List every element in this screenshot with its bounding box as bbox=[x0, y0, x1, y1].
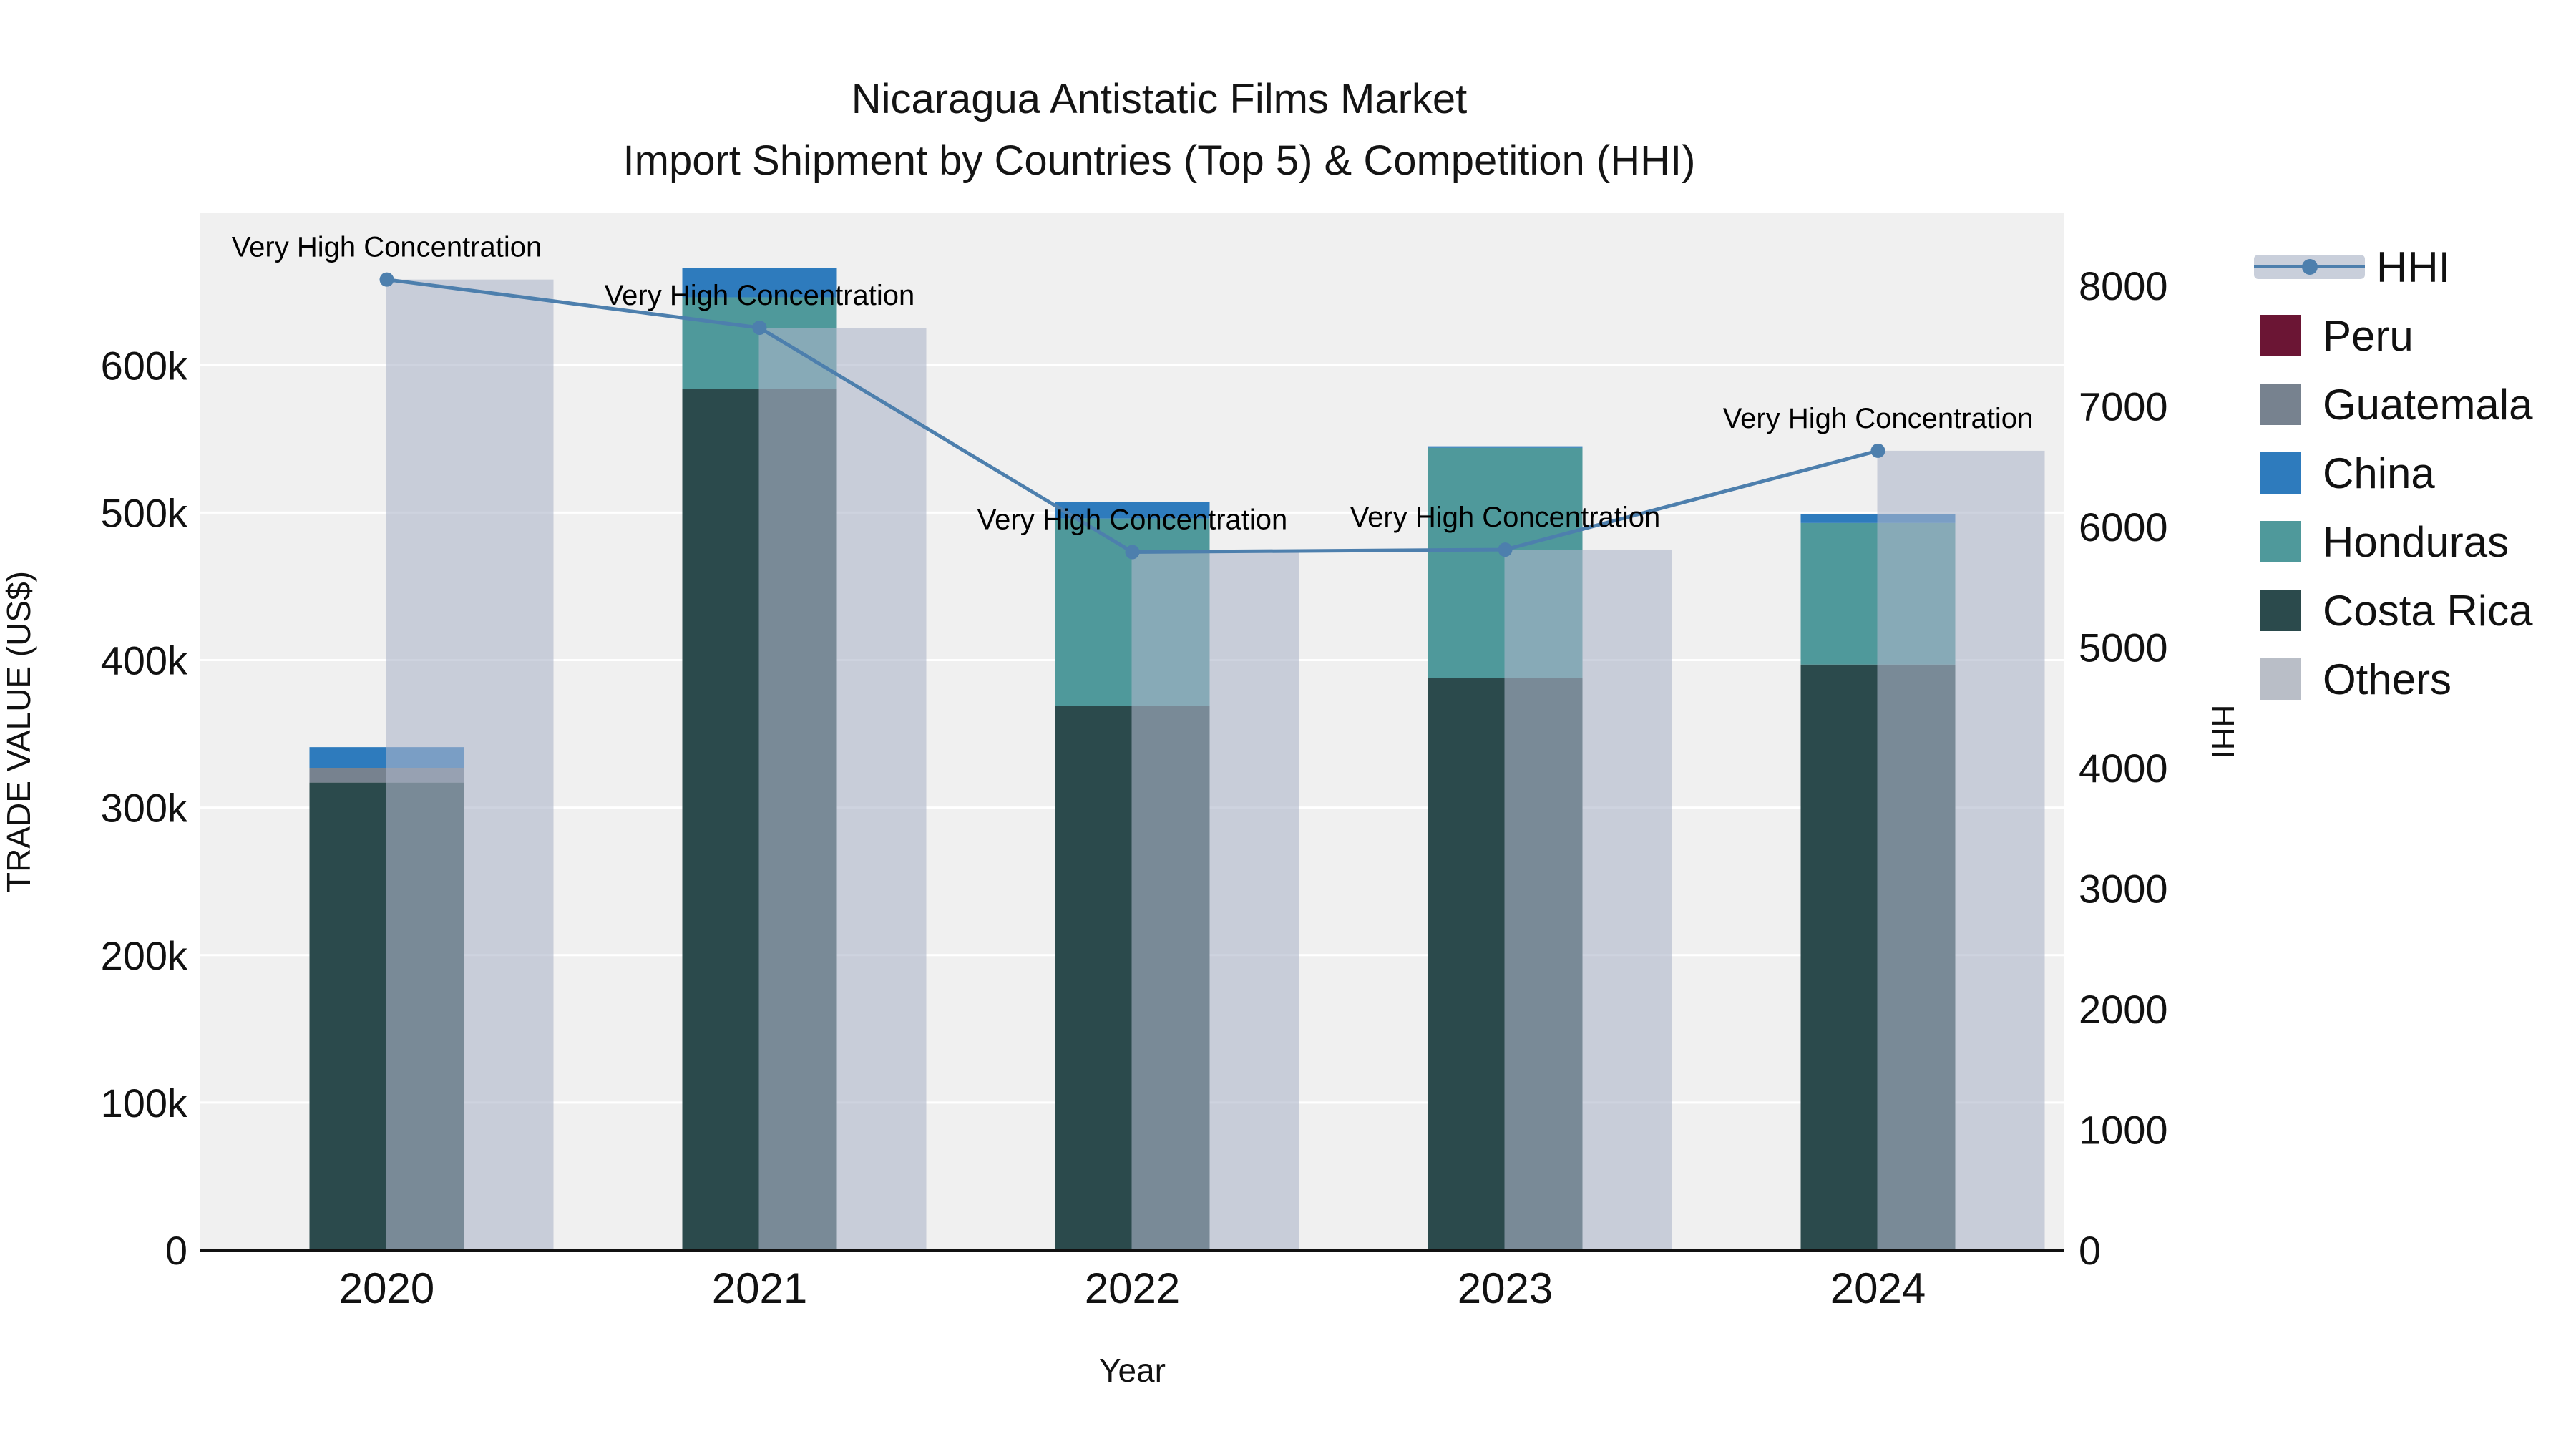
bar-segment-china[interactable] bbox=[1055, 502, 1210, 519]
y-left-tick-label: 500k bbox=[101, 490, 188, 535]
y-right-tick-label: 7000 bbox=[2079, 384, 2168, 429]
y-left-tick-label: 400k bbox=[101, 638, 188, 683]
y-left-tick-label: 100k bbox=[101, 1080, 188, 1126]
hhi-point[interactable] bbox=[752, 321, 767, 336]
y-right-tick-label: 2000 bbox=[2079, 987, 2168, 1032]
legend-color-swatch bbox=[2260, 658, 2301, 700]
legend-item-label: HHI bbox=[2376, 243, 2451, 291]
hhi-point[interactable] bbox=[1498, 542, 1513, 557]
legend-color-swatch bbox=[2260, 590, 2301, 631]
legend-color-swatch bbox=[2260, 521, 2301, 562]
y-left-tick-label: 200k bbox=[101, 933, 188, 978]
legend-item-label: Peru bbox=[2323, 311, 2414, 360]
chart-title-line2: Import Shipment by Countries (Top 5) & C… bbox=[623, 137, 1696, 184]
hhi-bar[interactable] bbox=[1504, 550, 1672, 1250]
hhi-line-swatch bbox=[2254, 255, 2365, 279]
legend-item-hhi[interactable]: HHI bbox=[2254, 233, 2533, 301]
y-right-tick-label: 5000 bbox=[2079, 625, 2168, 670]
x-tick-label: 2022 bbox=[1085, 1264, 1180, 1312]
hhi-bar[interactable] bbox=[1877, 450, 2045, 1250]
y-right-tick-label: 6000 bbox=[2079, 504, 2168, 550]
legend-color-swatch bbox=[2260, 384, 2301, 425]
hhi-bar[interactable] bbox=[386, 279, 554, 1251]
bar-segment-china[interactable] bbox=[1428, 446, 1583, 448]
chart-title-line1: Nicaragua Antistatic Films Market bbox=[851, 76, 1468, 122]
x-tick-label: 2023 bbox=[1458, 1264, 1553, 1312]
y-left-tick-label: 600k bbox=[101, 343, 188, 388]
y-right-axis-title: HHI bbox=[2205, 705, 2240, 759]
bar-segment-china[interactable] bbox=[682, 268, 837, 298]
legend-item-label: Honduras bbox=[2323, 517, 2509, 566]
legend-item-label: Guatemala bbox=[2323, 380, 2533, 429]
y-left-tick-label: 300k bbox=[101, 786, 188, 831]
y-right-tick-label: 8000 bbox=[2079, 263, 2168, 308]
y-right-tick-label: 3000 bbox=[2079, 867, 2168, 912]
legend-item-honduras[interactable]: Honduras bbox=[2254, 507, 2533, 576]
y-right-tick-label: 0 bbox=[2079, 1228, 2101, 1273]
y-right-tick-label: 4000 bbox=[2079, 746, 2168, 791]
annotation-label: Very High Concentration bbox=[1350, 502, 1661, 533]
legend-color-swatch bbox=[2260, 315, 2301, 356]
legend-item-label: Others bbox=[2323, 655, 2452, 703]
legend-item-peru[interactable]: Peru bbox=[2254, 301, 2533, 370]
legend-item-costa-rica[interactable]: Costa Rica bbox=[2254, 576, 2533, 645]
y-right-tick-label: 1000 bbox=[2079, 1108, 2168, 1153]
x-tick-label: 2021 bbox=[712, 1264, 807, 1312]
annotation-label: Very High Concentration bbox=[232, 232, 542, 263]
legend: HHI Peru Guatemala China Honduras Costa Rica O… bbox=[2254, 233, 2533, 713]
x-tick-label: 2020 bbox=[339, 1264, 434, 1312]
annotation-label: Very High Concentration bbox=[977, 504, 1288, 535]
hhi-bar[interactable] bbox=[1131, 552, 1299, 1250]
legend-item-china[interactable]: China bbox=[2254, 439, 2533, 507]
annotation-label: Very High Concentration bbox=[605, 280, 915, 311]
legend-item-others[interactable]: Others bbox=[2254, 645, 2533, 713]
legend-item-label: Costa Rica bbox=[2323, 586, 2533, 635]
chart-title: Nicaragua Antistatic Films Market Import… bbox=[0, 69, 2318, 192]
hhi-point[interactable] bbox=[1125, 545, 1140, 560]
hhi-point[interactable] bbox=[379, 272, 394, 287]
x-axis-title: Year bbox=[1099, 1352, 1166, 1389]
legend-item-label: China bbox=[2323, 449, 2435, 497]
hhi-point[interactable] bbox=[1870, 443, 1885, 458]
legend-item-guatemala[interactable]: Guatemala bbox=[2254, 370, 2533, 439]
y-left-axis-title: TRADE VALUE (US$) bbox=[0, 571, 37, 892]
x-tick-label: 2024 bbox=[1830, 1264, 1926, 1312]
hhi-bar[interactable] bbox=[758, 328, 927, 1250]
legend-color-swatch bbox=[2260, 452, 2301, 494]
hhi-swatch-marker bbox=[2301, 259, 2318, 275]
annotation-label: Very High Concentration bbox=[1723, 403, 2034, 434]
y-left-tick-label: 0 bbox=[165, 1228, 187, 1273]
